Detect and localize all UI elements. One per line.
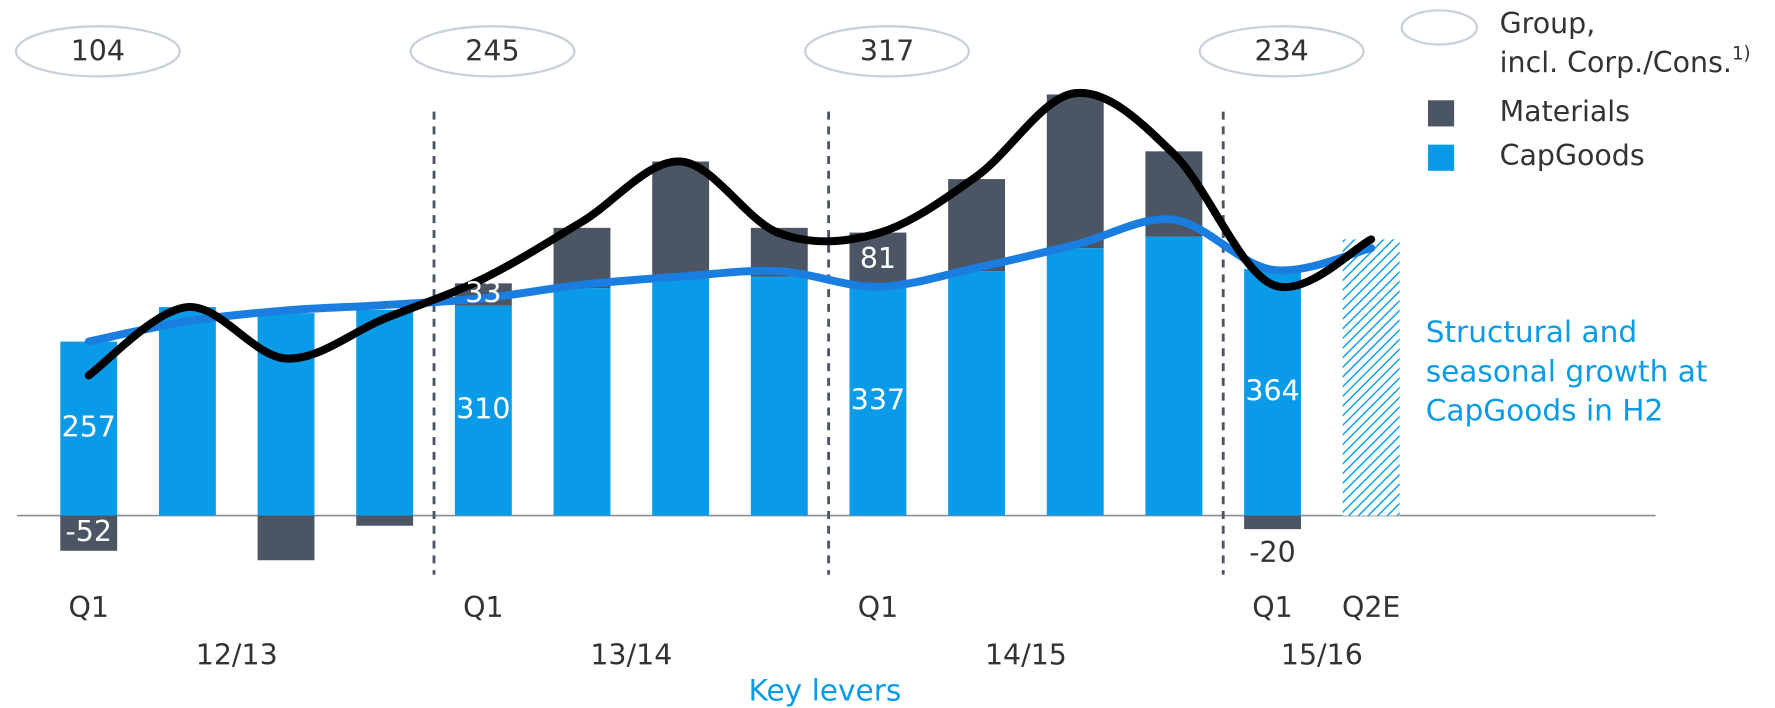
legend-footnote: 1) — [1732, 44, 1751, 65]
bar — [1047, 94, 1104, 248]
x-tick-label: Q1 — [463, 591, 503, 624]
fiscal-year-total: 245 — [465, 34, 519, 67]
page: {"chart_data": { "type": "bar", "stacked… — [0, 0, 1775, 708]
legend-label: incl. Corp./Cons.1) — [1500, 44, 1751, 79]
legend-ellipse — [1402, 10, 1477, 44]
bar — [258, 516, 315, 561]
chart: Key levers 12/13 104 13/14 245 14/15 317 15/16… — [0, 0, 1775, 708]
x-tick-label: Q1 — [1252, 591, 1292, 624]
annotation: Structural and — [1426, 315, 1637, 349]
legend-swatch — [1428, 100, 1454, 126]
bar — [356, 516, 413, 526]
bar — [159, 307, 216, 516]
fiscal-year-label: 14/15 — [985, 639, 1067, 672]
value-label: 310 — [456, 393, 510, 426]
annotation: CapGoods in H2 — [1426, 394, 1664, 428]
value-label: -20 — [1249, 536, 1295, 569]
bar — [258, 313, 315, 515]
x-tick-label: Q1 — [858, 591, 898, 624]
bar — [652, 279, 709, 516]
legend-label: Group, — [1500, 7, 1596, 40]
value-label: 337 — [851, 383, 905, 416]
value-label: 81 — [860, 242, 896, 275]
fiscal-year-label: 12/13 — [196, 639, 278, 672]
legend-label: Materials — [1500, 95, 1630, 128]
x-tick-label: Q1 — [69, 591, 109, 624]
bar-projected — [1343, 239, 1400, 515]
footer: Key levers — [749, 673, 902, 707]
value-label: 257 — [62, 411, 116, 444]
legend-label: CapGoods — [1500, 139, 1645, 172]
bar — [948, 271, 1005, 515]
annotation: seasonal growth at — [1426, 354, 1708, 388]
bar — [1047, 248, 1104, 515]
legend-line: incl. Corp./Cons. — [1500, 46, 1732, 79]
bar — [554, 288, 611, 515]
value-label: 33 — [465, 277, 501, 310]
bar — [751, 277, 808, 516]
bar — [1244, 516, 1301, 530]
fiscal-year-total: 104 — [71, 34, 125, 67]
legend-swatch — [1428, 145, 1454, 171]
x-tick-label: Q2E — [1342, 591, 1400, 624]
bar — [652, 161, 709, 278]
value-label: 364 — [1245, 374, 1299, 407]
fiscal-year-label: 15/16 — [1281, 639, 1363, 672]
value-label: -52 — [66, 515, 112, 548]
fiscal-year-total: 317 — [860, 34, 914, 67]
fiscal-year-total: 234 — [1255, 34, 1309, 67]
fiscal-year-label: 13/14 — [590, 639, 672, 672]
bar — [356, 310, 413, 516]
bar — [1145, 237, 1202, 516]
